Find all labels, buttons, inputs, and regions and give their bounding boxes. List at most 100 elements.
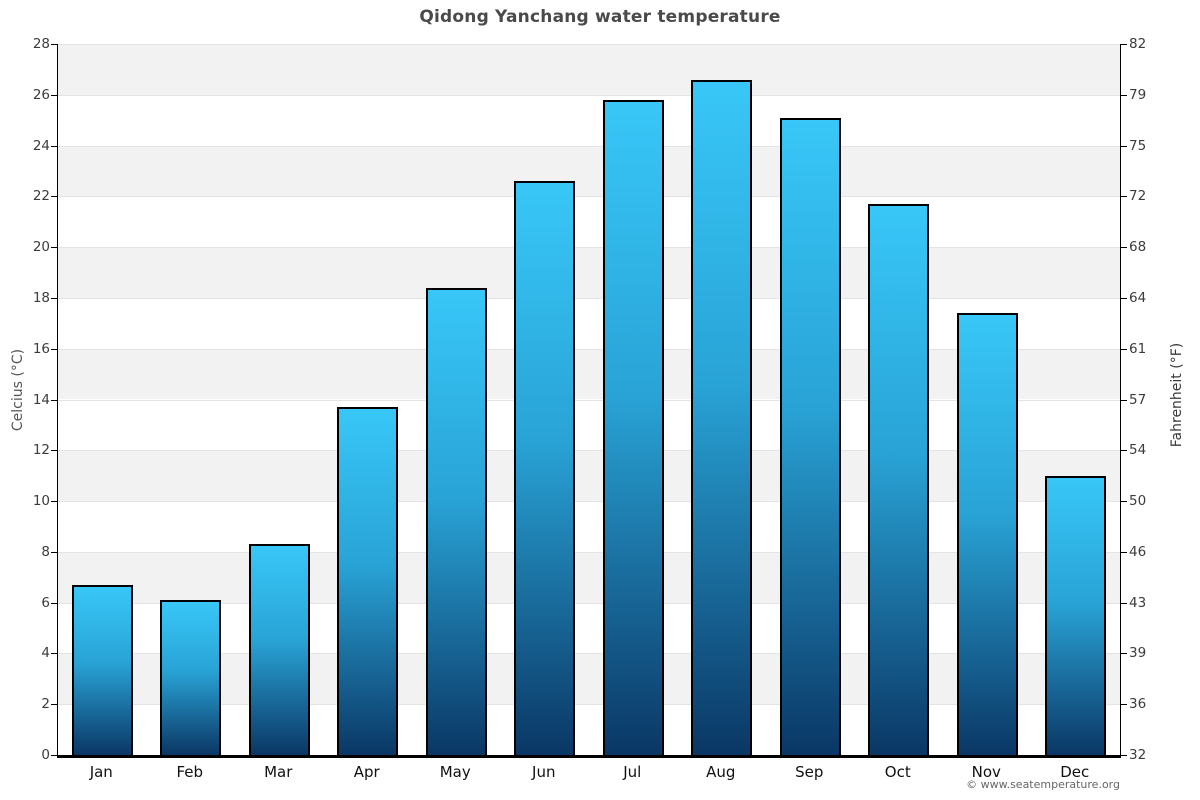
month-label-jun: Jun xyxy=(532,763,556,781)
celsius-tick-mark xyxy=(51,450,57,452)
fahrenheit-tick-label: 54 xyxy=(1129,442,1147,459)
celsius-tick-mark xyxy=(51,653,57,655)
celsius-tick-mark xyxy=(51,196,57,198)
fahrenheit-tick-label: 39 xyxy=(1129,645,1147,662)
month-label-dec: Dec xyxy=(1060,763,1090,781)
celsius-tick-mark xyxy=(51,501,57,503)
grid-band xyxy=(58,297,1120,349)
fahrenheit-tick-label: 68 xyxy=(1129,239,1147,256)
fahrenheit-tick-mark xyxy=(1121,450,1127,452)
celsius-tick-label: 16 xyxy=(32,340,50,357)
celsius-tick-mark xyxy=(51,44,57,45)
celsius-tick-label: 8 xyxy=(41,543,50,560)
grid-band xyxy=(58,501,1120,552)
grid-band xyxy=(58,399,1120,451)
grid-band xyxy=(58,348,1120,400)
fahrenheit-tick-label: 57 xyxy=(1129,391,1147,408)
fahrenheit-tick-mark xyxy=(1121,704,1127,706)
celsius-tick-label: 24 xyxy=(32,137,50,154)
celsius-tick-label: 18 xyxy=(32,289,50,306)
grid-band xyxy=(58,704,1120,755)
fahrenheit-tick-label: 79 xyxy=(1129,86,1147,103)
fahrenheit-tick-mark xyxy=(1121,247,1127,249)
fahrenheit-tick-label: 82 xyxy=(1129,36,1147,52)
fahrenheit-tick-label: 61 xyxy=(1129,340,1147,357)
fahrenheit-axis-title: Fahrenheit (°F) xyxy=(1169,342,1185,448)
celsius-axis-title: Celcius (°C) xyxy=(10,348,26,432)
bar-jul[interactable] xyxy=(602,99,664,755)
celsius-tick-label: 20 xyxy=(32,239,50,256)
bar-apr[interactable] xyxy=(337,407,399,755)
chart-title: Qidong Yanchang water temperature xyxy=(419,7,781,27)
fahrenheit-tick-label: 72 xyxy=(1129,188,1147,205)
celsius-tick-label: 6 xyxy=(41,594,50,611)
celsius-tick-mark xyxy=(51,297,57,299)
fahrenheit-tick-mark xyxy=(1121,399,1127,401)
plot-area xyxy=(57,44,1121,758)
fahrenheit-tick-label: 50 xyxy=(1129,493,1147,510)
month-label-mar: Mar xyxy=(264,763,293,781)
fahrenheit-tick-mark xyxy=(1121,94,1127,96)
bar-mar[interactable] xyxy=(248,544,310,755)
celsius-tick-mark xyxy=(51,704,57,706)
celsius-tick-label: 4 xyxy=(41,645,50,662)
month-label-apr: Apr xyxy=(353,763,380,781)
fahrenheit-tick-mark xyxy=(1121,602,1127,604)
celsius-tick-label: 28 xyxy=(32,36,50,52)
grid-band xyxy=(58,44,1120,95)
bar-dec[interactable] xyxy=(1045,475,1107,755)
grid-band xyxy=(58,247,1120,298)
month-label-may: May xyxy=(439,763,471,781)
bar-jun[interactable] xyxy=(514,181,576,755)
month-label-jul: Jul xyxy=(623,763,642,781)
fahrenheit-tick-mark xyxy=(1121,501,1127,503)
grid-band xyxy=(58,551,1120,603)
month-label-nov: Nov xyxy=(971,763,1001,781)
bar-feb[interactable] xyxy=(160,600,222,755)
fahrenheit-tick-mark xyxy=(1121,196,1127,198)
fahrenheit-tick-mark xyxy=(1121,348,1127,350)
bar-nov[interactable] xyxy=(956,313,1018,755)
grid-band xyxy=(58,450,1120,502)
bar-oct[interactable] xyxy=(868,203,930,755)
fahrenheit-tick-label: 75 xyxy=(1129,137,1147,154)
copyright-watermark: © www.seatemperature.org xyxy=(966,778,1120,791)
grid-band xyxy=(58,145,1120,197)
bar-may[interactable] xyxy=(425,287,487,755)
grid-band xyxy=(58,94,1120,146)
fahrenheit-tick-label: 32 xyxy=(1129,747,1147,763)
celsius-tick-mark xyxy=(51,145,57,147)
fahrenheit-tick-mark xyxy=(1121,297,1127,299)
fahrenheit-tick-mark xyxy=(1121,145,1127,147)
celsius-tick-label: 10 xyxy=(32,493,50,510)
celsius-tick-mark xyxy=(51,94,57,96)
celsius-tick-mark xyxy=(51,602,57,604)
bar-aug[interactable] xyxy=(691,79,753,755)
celsius-tick-label: 14 xyxy=(32,391,50,408)
month-label-oct: Oct xyxy=(884,763,911,781)
celsius-tick-mark xyxy=(51,348,57,350)
month-label-aug: Aug xyxy=(706,763,736,781)
fahrenheit-tick-mark xyxy=(1121,653,1127,655)
fahrenheit-tick-label: 64 xyxy=(1129,289,1147,306)
fahrenheit-tick-label: 43 xyxy=(1129,594,1147,611)
fahrenheit-tick-mark xyxy=(1121,755,1127,756)
celsius-tick-mark xyxy=(51,247,57,249)
celsius-tick-mark xyxy=(51,551,57,553)
grid-band xyxy=(58,196,1120,248)
month-label-sep: Sep xyxy=(795,763,824,781)
month-label-jan: Jan xyxy=(89,763,113,781)
grid-band xyxy=(58,602,1120,654)
celsius-tick-label: 26 xyxy=(32,86,50,103)
celsius-tick-label: 12 xyxy=(32,442,50,459)
grid-band xyxy=(58,653,1120,705)
fahrenheit-tick-mark xyxy=(1121,551,1127,553)
celsius-tick-label: 0 xyxy=(41,747,50,763)
fahrenheit-tick-mark xyxy=(1121,44,1127,45)
bar-jan[interactable] xyxy=(71,584,133,755)
celsius-tick-mark xyxy=(51,399,57,401)
celsius-tick-label: 22 xyxy=(32,188,50,205)
celsius-tick-mark xyxy=(51,755,57,756)
bar-sep[interactable] xyxy=(779,117,841,755)
